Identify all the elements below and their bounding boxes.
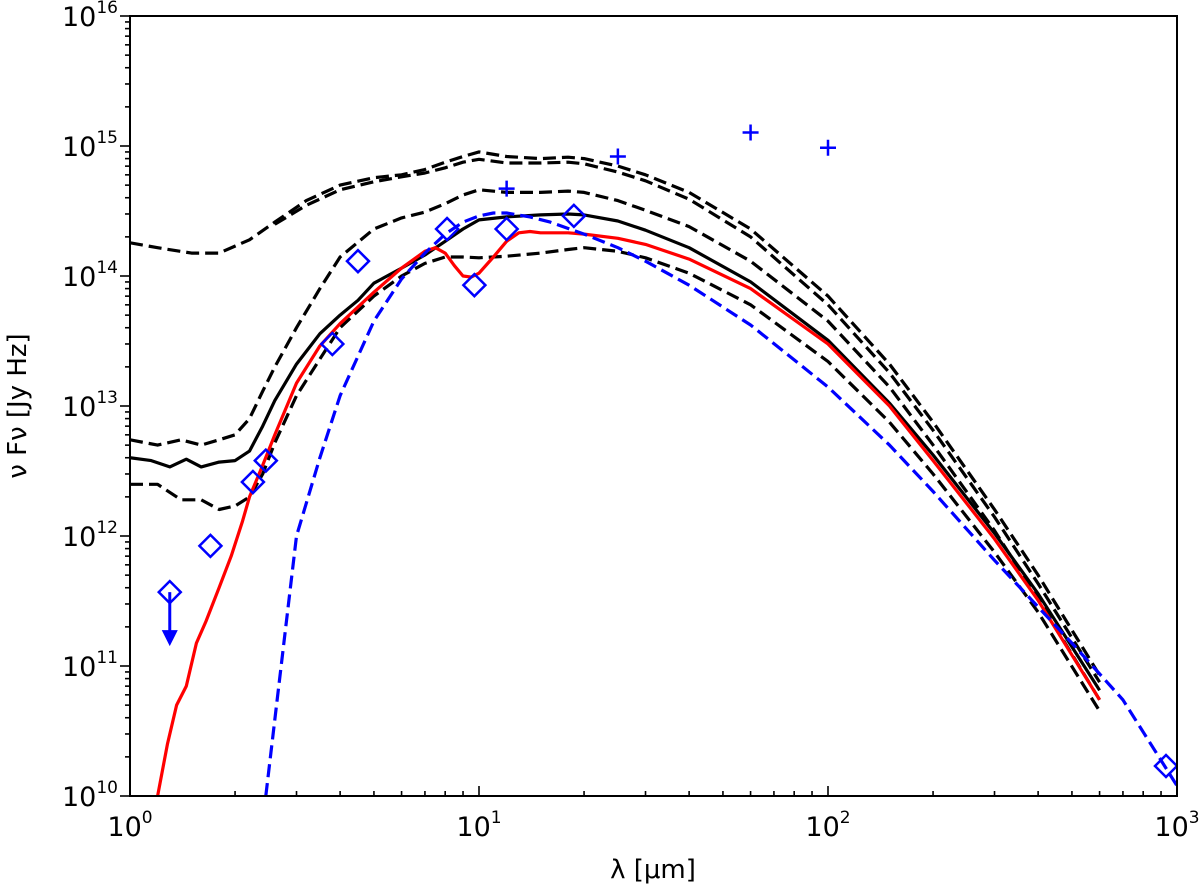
y-tick-labels: 1010 1011 1012 1013 1014 1015 1016: [62, 0, 118, 813]
series-blackbody-blue-dashed: [264, 211, 1177, 796]
diamond-point-10: [1153, 753, 1177, 779]
x-axis-label: λ [μm]: [610, 855, 696, 885]
plus-point-3: [820, 139, 836, 156]
series-model-dashed-4: [130, 246, 1101, 712]
diamond-point-4: [319, 331, 346, 357]
upper-limit-arrow-icon: [161, 630, 178, 647]
y-tick-label-6: 1016: [62, 0, 118, 33]
y-tick-label-4: 1014: [62, 258, 118, 293]
x-tick-label-2: 102: [805, 808, 850, 843]
series-layer: [130, 150, 1177, 796]
diamond-point-6: [434, 216, 460, 242]
series-best-fit-model-red: [156, 229, 1101, 796]
y-tick-label-3: 1013: [62, 388, 118, 423]
series-model-dashed-1: [130, 150, 1101, 677]
y-tick-label-1: 1011: [62, 648, 118, 683]
marker-layer: [156, 124, 1177, 779]
y-tick-label-5: 1015: [62, 128, 118, 163]
y-axis-label: ν Fν [Jy Hz]: [3, 333, 33, 478]
tick-layer: [120, 15, 1178, 797]
x-tick-label-3: 103: [1154, 808, 1199, 843]
x-tick-labels: 100 101 102 103: [107, 808, 1199, 843]
diamond-point-2: [240, 469, 266, 495]
diamond-point-9: [561, 203, 587, 229]
diamond-point-7: [461, 272, 488, 298]
diamond-point-8: [493, 216, 520, 242]
plus-point-0: [498, 180, 515, 197]
plus-point-1: [609, 148, 626, 165]
y-tick-label-0: 1010: [62, 778, 118, 813]
series-model-dashed-2: [273, 157, 1101, 684]
diamond-point-1: [197, 533, 224, 559]
series-model-dashed-3: [130, 188, 1101, 701]
x-tick-label-1: 101: [456, 808, 501, 843]
diamond-point-3: [253, 447, 279, 474]
x-tick-label-0: 100: [107, 808, 152, 843]
series-model-solid-black: [130, 212, 1101, 692]
y-tick-label-2: 1012: [62, 518, 118, 553]
diamond-point-5: [345, 248, 371, 274]
plus-point-2: [742, 124, 759, 141]
